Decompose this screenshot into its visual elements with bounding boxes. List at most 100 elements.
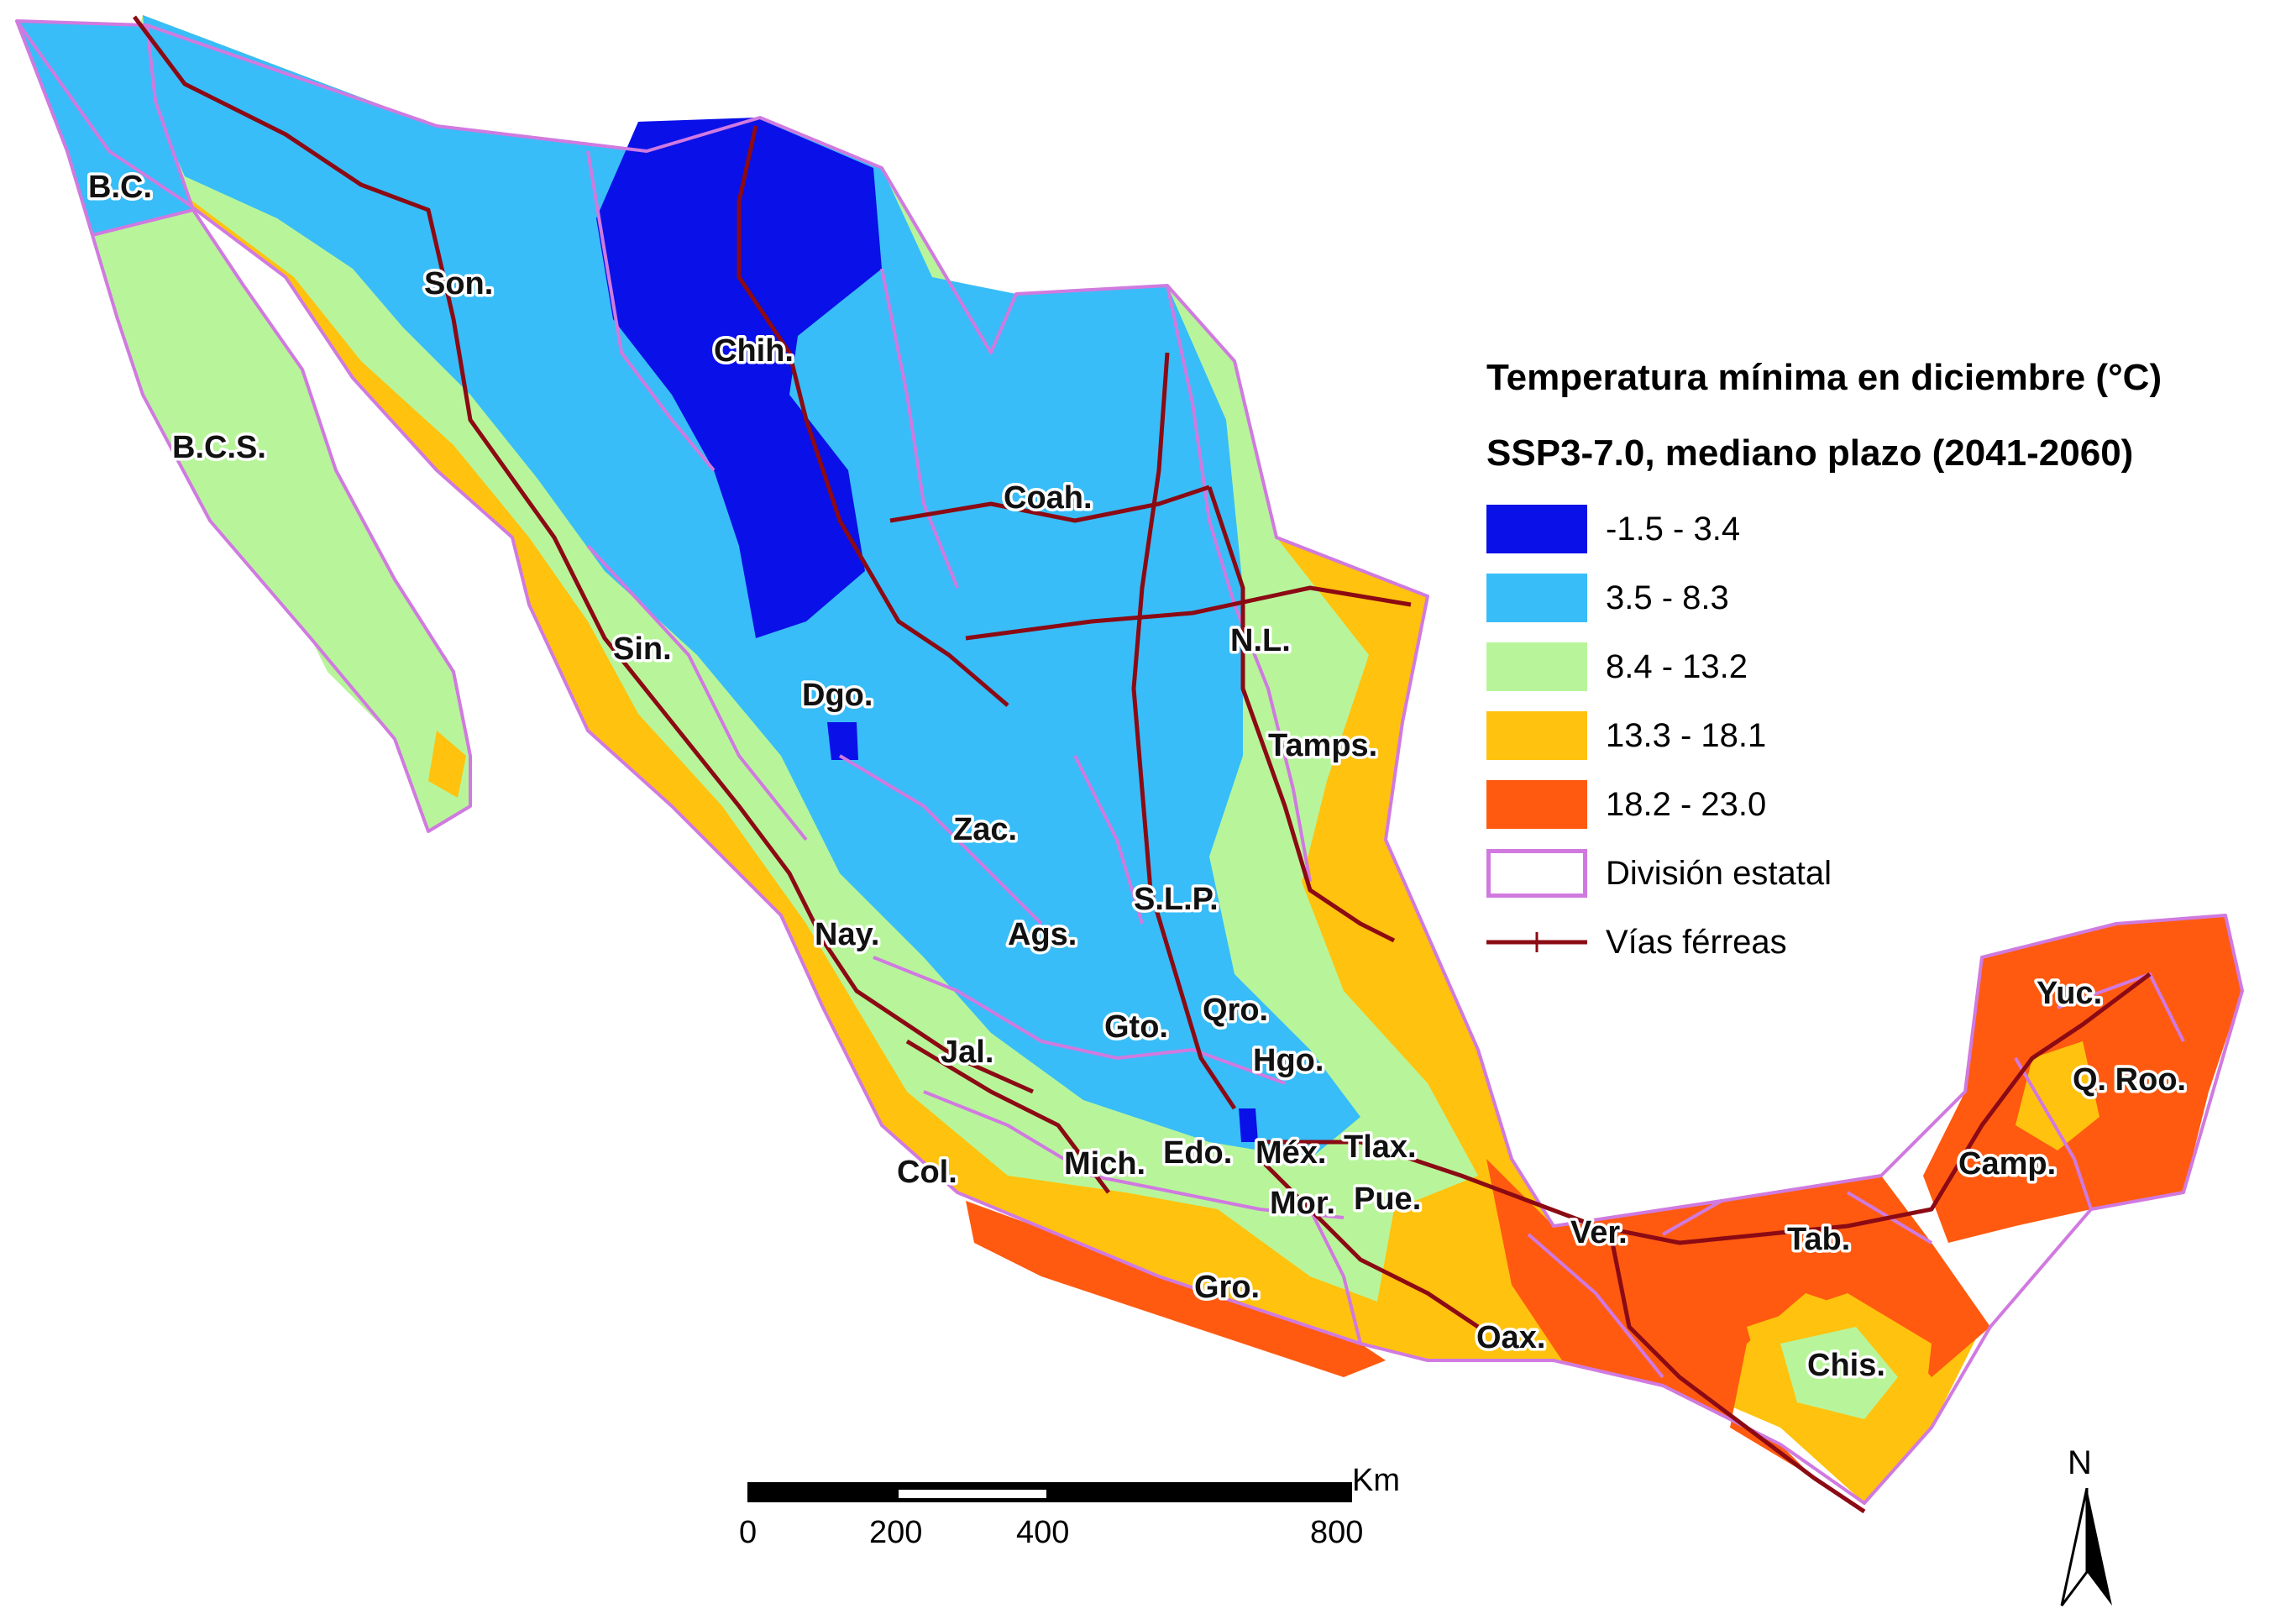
zone-3-8-baja (17, 21, 193, 235)
state-label-mex: Méx. (1255, 1135, 1326, 1171)
border-bc-bcs (92, 208, 194, 237)
state-label-mich: Mich. (1064, 1146, 1145, 1182)
border-camp-qroo (2014, 1056, 2093, 1210)
border-dgo-zac (838, 754, 1043, 925)
north-letter: N (2068, 1444, 2092, 1481)
zone-8-13-chis (1780, 1327, 1898, 1419)
state-label-sin: Sin. (613, 631, 672, 667)
legend-label-class-1: 3.5 - 8.3 (1606, 579, 1729, 616)
state-label-edo: Edo. (1163, 1135, 1232, 1171)
state-label-zac: Zac. (953, 812, 1017, 847)
rail-chih (737, 125, 1009, 707)
legend-label-class-0: -1.5 - 3.4 (1606, 510, 1741, 548)
rail-gulf (1260, 972, 2152, 1245)
state-labels: B.C. Son. Chih. B.C.S. Coah. N.L. Sin. D… (86, 167, 2189, 1386)
state-label-hgo: Hgo. (1253, 1043, 1324, 1078)
scale-unit: Km (1352, 1463, 1400, 1498)
rail-pacific (133, 15, 1035, 1094)
border-central-1 (873, 956, 1286, 1085)
rail-east (1207, 486, 1396, 943)
baja-outline (15, 20, 472, 833)
legend-item-class-4: 18.2 - 23.0 (1486, 770, 2284, 839)
railways (133, 15, 2152, 1514)
state-label-col: Col. (897, 1155, 957, 1190)
state-label-tlax: Tlax. (1344, 1129, 1417, 1165)
scale-tick-400: 400 (1016, 1515, 1070, 1550)
border-central-2 (923, 1090, 1345, 1219)
state-label-gto: Gto. (1104, 1009, 1168, 1045)
state-label-chih: Chih. (714, 333, 794, 369)
north-arrow-icon (2060, 1488, 2112, 1606)
border-nl-tamps (1233, 604, 1312, 883)
rail-south (1258, 1157, 1480, 1329)
state-label-qro: Qro. (1203, 993, 1268, 1028)
border-ver-tab (1662, 1199, 1722, 1236)
legend-item-class-2: 8.4 - 13.2 (1486, 632, 2284, 701)
state-label-ags: Ags. (1008, 917, 1077, 952)
state-label-tab: Tab. (1787, 1222, 1850, 1257)
state-label-bcs: B.C.S. (172, 430, 266, 465)
legend-swatch-4 (1486, 780, 1587, 829)
border-coah-nl (1166, 285, 1236, 605)
state-divisions (15, 19, 2244, 1505)
rail-central (1131, 352, 1237, 1110)
rail-coah (889, 485, 1210, 523)
legend-label-state-division: División estatal (1606, 854, 1832, 892)
legend-label-class-2: 8.4 - 13.2 (1606, 647, 1748, 685)
state-label-oax: Oax. (1476, 1320, 1545, 1355)
zone-minus1-3-chih (596, 118, 882, 638)
state-label-bc: B.C. (88, 170, 152, 205)
legend-swatch-2 (1486, 642, 1587, 691)
state-label-nay: Nay. (815, 917, 879, 952)
border-zac-slp (1073, 755, 1144, 925)
legend-item-railway: Vías férreas (1486, 908, 2284, 977)
state-label-yuc: Yuc. (2037, 976, 2102, 1011)
legend-subtitle: SSP3-7.0, mediano plazo (2041-2060) (1486, 432, 2134, 474)
scale-bar: 0 200 400 800 Km (739, 1463, 1400, 1550)
state-label-jal: Jal. (941, 1035, 993, 1070)
state-label-nl: N.L. (1230, 623, 1291, 658)
rail-mid (965, 585, 1412, 641)
legend-swatch-3 (1486, 711, 1587, 760)
zone-18-23-pacific (966, 1201, 1386, 1377)
border-sin-dgo (586, 544, 808, 841)
state-label-coah: Coah. (1004, 480, 1093, 516)
state-label-chis: Chis. (1807, 1348, 1885, 1383)
state-label-dgo: Dgo. (802, 678, 873, 713)
legend-classes: -1.5 - 3.4 3.5 - 8.3 8.4 - 13.2 13.3 - 18.1… (1486, 495, 2284, 839)
border-gro-oax (1308, 1208, 1362, 1344)
zone-8-13-baja (92, 210, 470, 831)
border-chih-coah (880, 268, 959, 589)
map-legend: Temperatura mínima en diciembre (°C) SSP… (1486, 357, 2284, 977)
state-division-swatch (1486, 849, 1587, 898)
legend-label-railway: Vías férreas (1606, 923, 1787, 961)
legend-label-class-4: 18.2 - 23.0 (1606, 785, 1767, 823)
zone-minus1-3-mex (1239, 1108, 1258, 1142)
state-label-qroo: Q. Roo. (2073, 1062, 2186, 1098)
state-label-mor: Mor. (1270, 1186, 1335, 1221)
zone-13-18-baja (428, 731, 466, 798)
legend-item-class-3: 13.3 - 18.1 (1486, 701, 2284, 770)
state-label-ver: Ver. (1570, 1215, 1628, 1250)
scale-tick-0: 0 (739, 1515, 757, 1550)
legend-swatch-1 (1486, 574, 1587, 622)
legend-item-class-1: 3.5 - 8.3 (1486, 563, 2284, 632)
legend-item-class-0: -1.5 - 3.4 (1486, 495, 2284, 563)
legend-label-class-3: 13.3 - 18.1 (1606, 716, 1767, 754)
legend-item-state-division: División estatal (1486, 839, 2284, 908)
state-label-pue: Pue. (1354, 1182, 1421, 1217)
state-label-slp: S.L.P. (1134, 882, 1219, 917)
rail-isthmus (1610, 1242, 1866, 1514)
legend-title: Temperatura mínima en diciembre (°C) (1486, 357, 2162, 398)
railway-swatch (1486, 918, 1587, 967)
scale-tick-800: 800 (1310, 1515, 1364, 1550)
state-label-gro: Gro. (1194, 1270, 1260, 1305)
scale-bar-graphic (747, 1482, 1352, 1502)
zone-13-18-yucatan (2016, 1041, 2099, 1150)
state-label-tamps: Tamps. (1268, 728, 1377, 763)
state-label-son: Son. (424, 266, 493, 301)
state-label-camp: Camp. (1958, 1146, 2056, 1182)
scale-tick-200: 200 (869, 1515, 923, 1550)
legend-swatch-0 (1486, 505, 1587, 553)
